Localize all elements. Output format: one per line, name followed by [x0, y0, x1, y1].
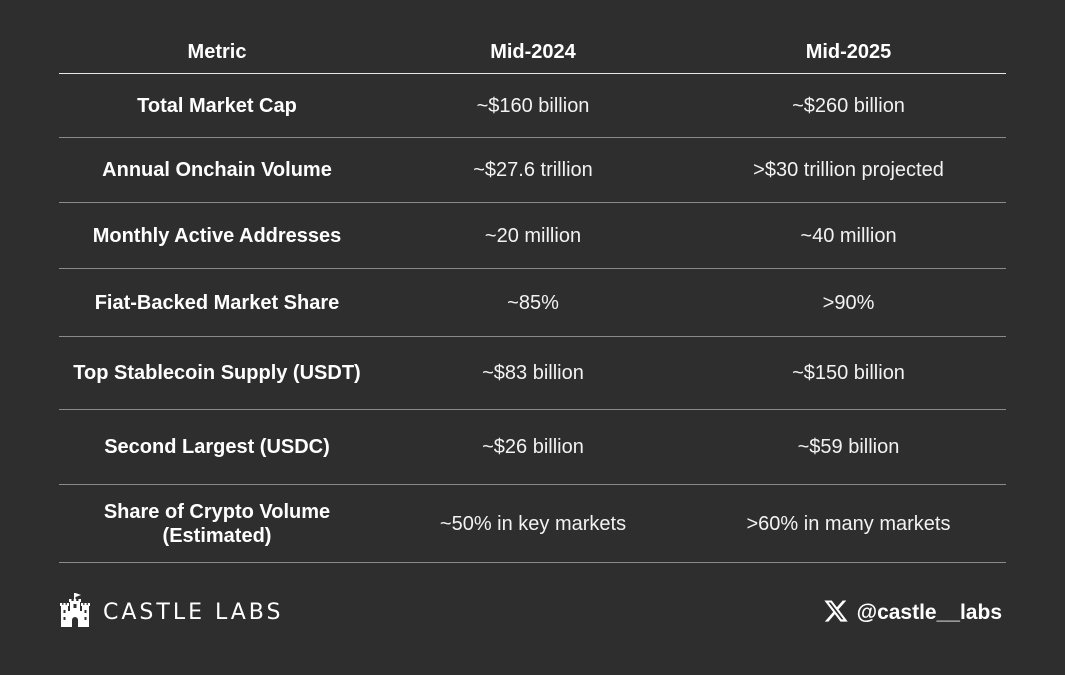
- table-row: Share of Crypto Volume (Estimated) ~50% …: [59, 484, 1006, 563]
- metric-cell: Fiat-Backed Market Share: [59, 268, 375, 337]
- metric-cell: Top Stablecoin Supply (USDT): [59, 336, 375, 410]
- table-row: Fiat-Backed Market Share ~85% >90%: [59, 268, 1006, 337]
- mid-2024-cell: ~85%: [375, 268, 691, 337]
- metric-cell: Second Largest (USDC): [59, 409, 375, 485]
- mid-2025-cell: ~40 million: [691, 202, 1006, 269]
- mid-2024-cell: ~$27.6 trillion: [375, 137, 691, 203]
- table-header-row: Metric Mid-2024 Mid-2025: [59, 30, 1006, 74]
- social-handle[interactable]: @castle__labs: [823, 597, 1002, 629]
- table-row: Monthly Active Addresses ~20 million ~40…: [59, 202, 1006, 269]
- metric-cell: Annual Onchain Volume: [59, 137, 375, 203]
- brand-logo: CASTLE LABS: [59, 592, 284, 632]
- x-logo-icon: [823, 598, 849, 629]
- table-row: Second Largest (USDC) ~$26 billion ~$59 …: [59, 409, 1006, 485]
- mid-2025-cell: >90%: [691, 268, 1006, 337]
- stablecoin-metrics-table: Metric Mid-2024 Mid-2025 Total Market Ca…: [59, 30, 1006, 563]
- mid-2024-cell: ~$160 billion: [375, 73, 691, 138]
- mid-2025-cell: ~$150 billion: [691, 336, 1006, 410]
- mid-2024-cell: ~$26 billion: [375, 409, 691, 485]
- mid-2025-cell: ~$260 billion: [691, 73, 1006, 138]
- handle-text[interactable]: @castle__labs: [856, 601, 1002, 624]
- mid-2024-cell: ~$83 billion: [375, 336, 691, 410]
- column-header-mid-2024: Mid-2024: [375, 30, 691, 74]
- metric-cell: Monthly Active Addresses: [59, 202, 375, 269]
- mid-2025-cell: >$30 trillion projected: [691, 137, 1006, 203]
- castle-icon: [59, 592, 91, 632]
- mid-2024-cell: ~20 million: [375, 202, 691, 269]
- mid-2024-cell: ~50% in key markets: [375, 484, 691, 563]
- metric-cell: Total Market Cap: [59, 73, 375, 138]
- column-header-mid-2025: Mid-2025: [691, 30, 1006, 74]
- mid-2025-cell: >60% in many markets: [691, 484, 1006, 563]
- mid-2025-cell: ~$59 billion: [691, 409, 1006, 485]
- metric-cell: Share of Crypto Volume (Estimated): [59, 484, 375, 563]
- table-row: Annual Onchain Volume ~$27.6 trillion >$…: [59, 137, 1006, 203]
- column-header-metric: Metric: [59, 30, 375, 74]
- table-row: Total Market Cap ~$160 billion ~$260 bil…: [59, 73, 1006, 138]
- brand-name: CASTLE LABS: [103, 599, 284, 625]
- table-row: Top Stablecoin Supply (USDT) ~$83 billio…: [59, 336, 1006, 410]
